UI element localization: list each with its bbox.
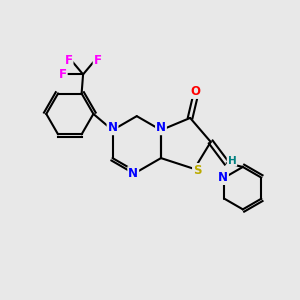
Text: N: N [156,121,166,134]
Text: N: N [218,171,228,184]
Text: N: N [107,121,118,134]
Text: F: F [64,54,73,67]
Text: S: S [193,164,202,177]
Text: N: N [128,167,138,180]
Text: O: O [190,85,201,98]
Text: F: F [94,54,102,67]
Text: F: F [59,68,67,81]
Text: H: H [228,156,236,166]
